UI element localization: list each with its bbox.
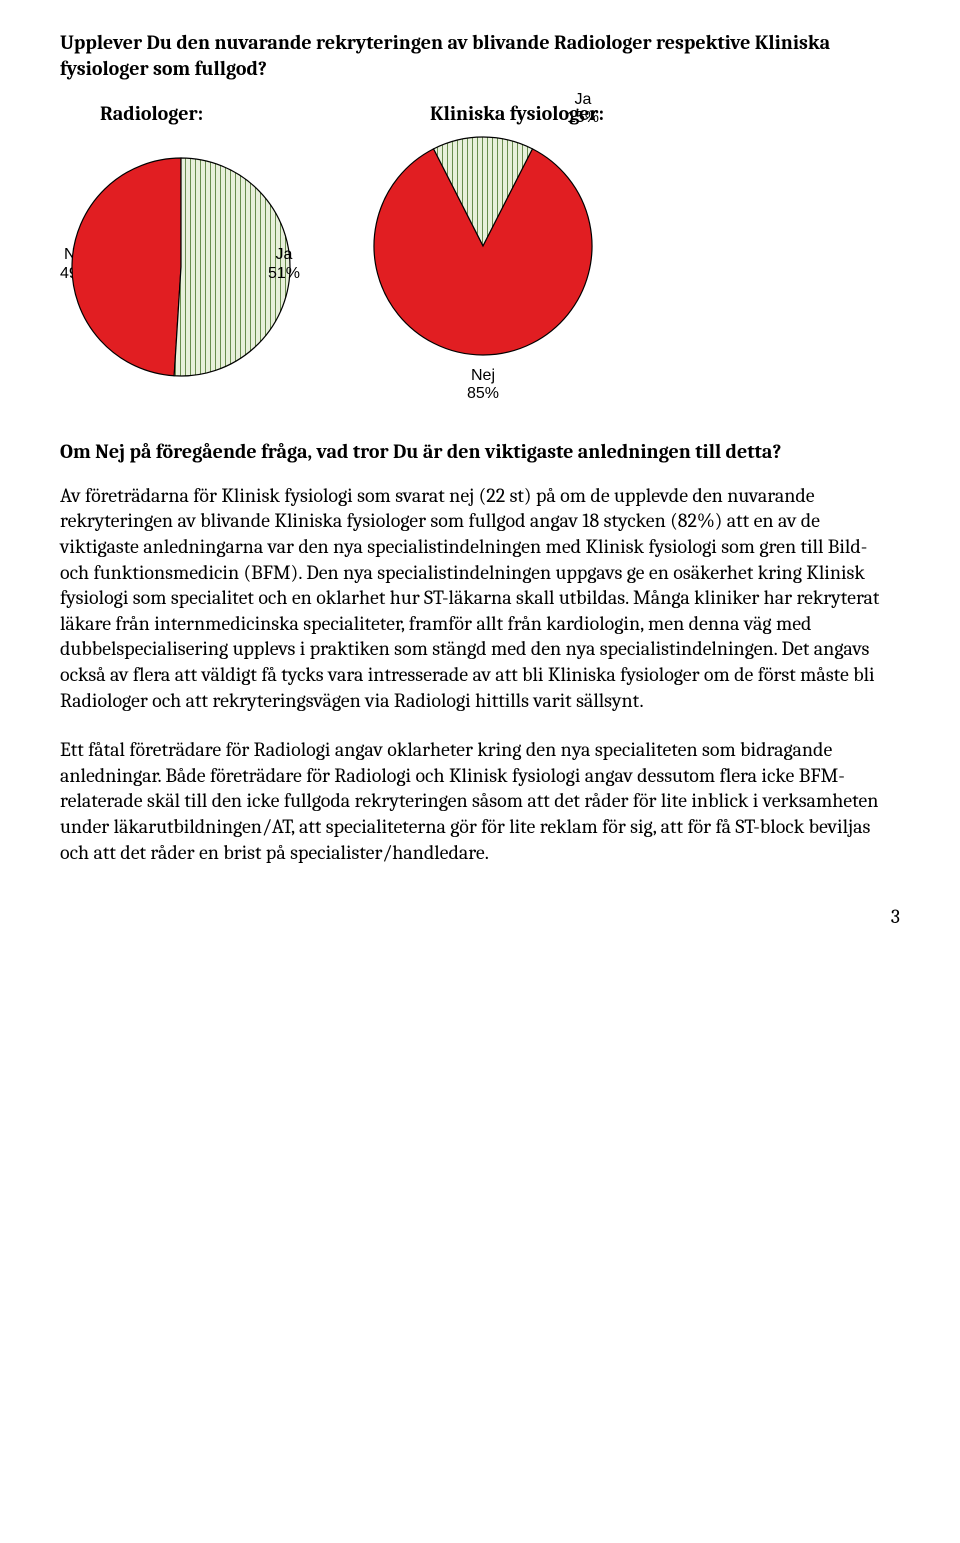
question-heading: Upplever Du den nuvarande rekryteringen … bbox=[60, 30, 900, 82]
pie-label-pct: 85% bbox=[467, 385, 499, 402]
charts-row: Nej 49% Ja 51% Ja 15% Nej 85% bbox=[60, 135, 900, 404]
pie-chart-kliniska: Ja 15% Nej 85% bbox=[372, 135, 594, 404]
body-paragraph-2: Ett fåtal företrädare för Radiologi anga… bbox=[60, 737, 900, 865]
pie-chart-radiologer: Nej 49% Ja 51% bbox=[70, 156, 292, 382]
pie-right-nej-label: Nej 85% bbox=[372, 367, 594, 404]
pie-left-svg bbox=[70, 156, 292, 378]
pie-label-text: Ja bbox=[276, 246, 293, 263]
pie-label-pct: 15% bbox=[567, 109, 599, 126]
pie-left-ja-label: Ja 51% bbox=[268, 246, 300, 283]
pie-right-svg bbox=[372, 135, 594, 357]
chart-titles-row: Radiologer: Kliniska fysiologer: bbox=[100, 102, 900, 125]
pie-label-pct: 51% bbox=[268, 265, 300, 282]
pie-label-text: Nej bbox=[471, 367, 495, 384]
body-paragraph-1: Av företrädarna för Klinisk fysiologi so… bbox=[60, 483, 900, 713]
page-number: 3 bbox=[60, 905, 900, 928]
pie-right-ja-label: Ja 15% bbox=[567, 91, 599, 128]
pie-left-svg-wrap bbox=[70, 156, 292, 382]
pie-right-svg-wrap: Ja 15% Nej 85% bbox=[372, 135, 594, 404]
pie-label-text: Ja bbox=[575, 91, 592, 108]
chart-title-left: Radiologer: bbox=[100, 102, 430, 125]
followup-heading: Om Nej på föregående fråga, vad tror Du … bbox=[60, 440, 900, 463]
